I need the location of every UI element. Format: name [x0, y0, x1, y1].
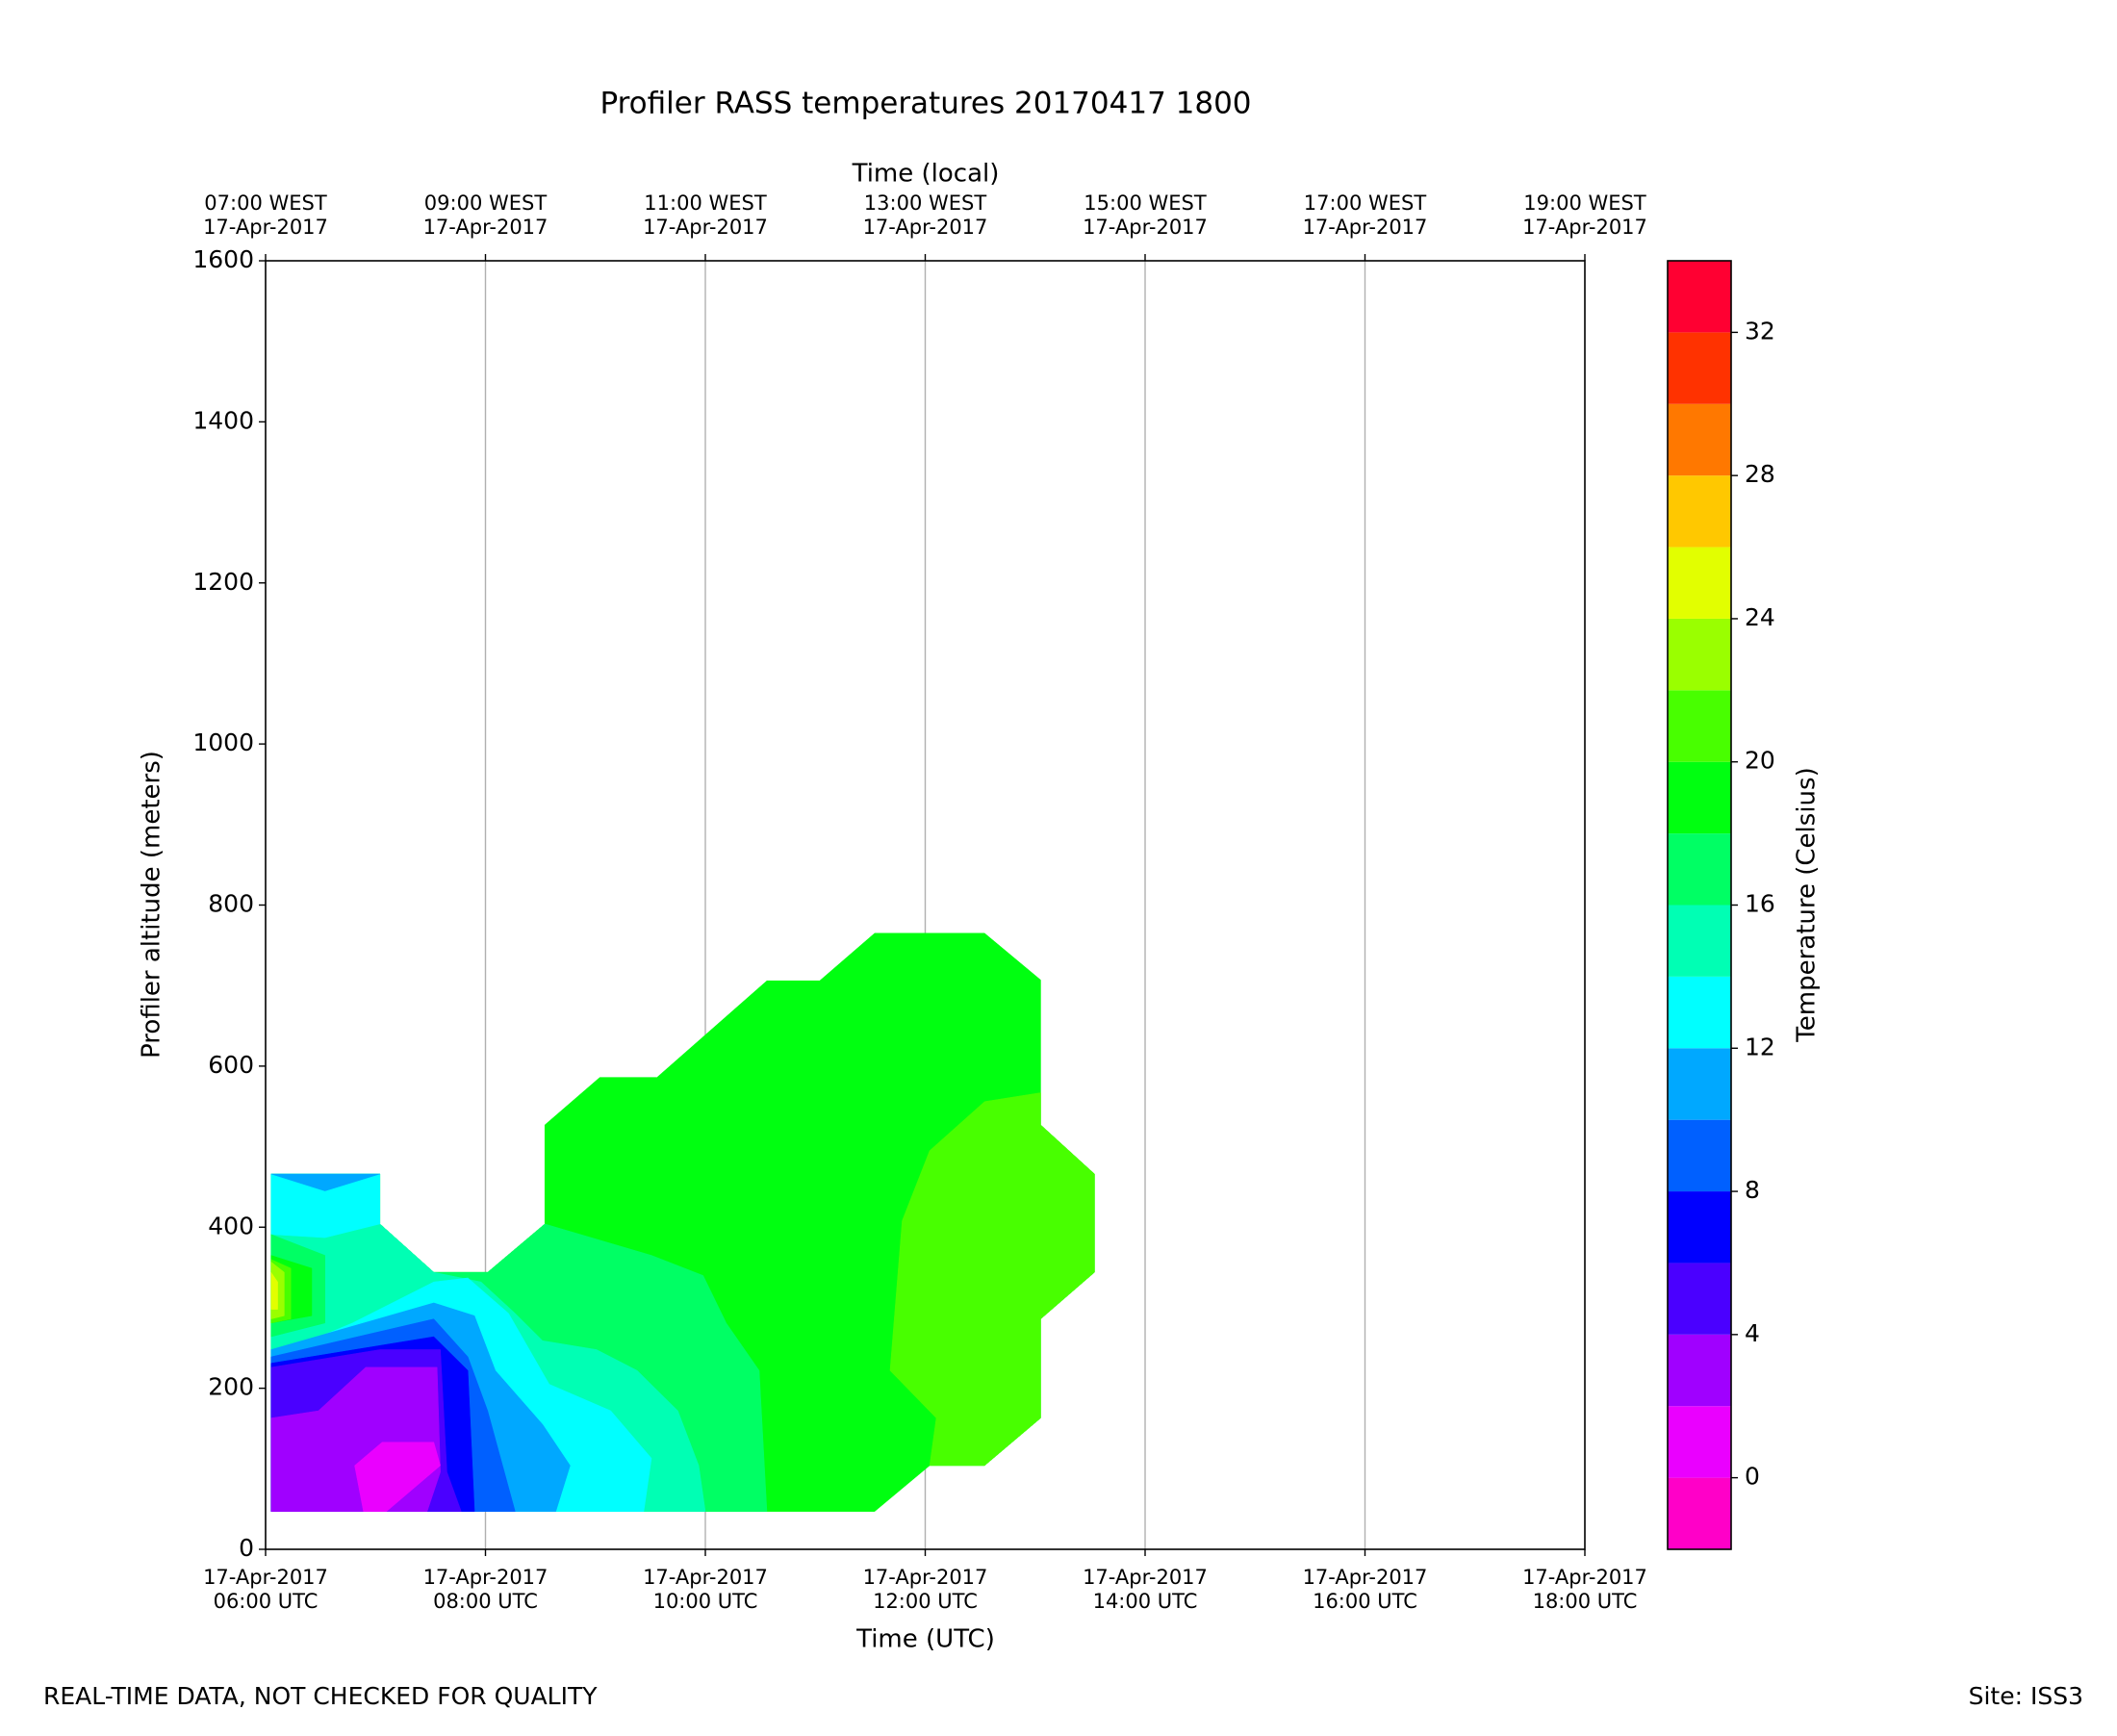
chart-title: Profiler RASS temperatures 20170417 1800 — [599, 87, 1251, 121]
x-tick-label: 17-Apr-2017 12:00 UTC — [863, 1566, 988, 1613]
colorbar-tick-label: 8 — [1745, 1176, 1760, 1204]
colorbar-band — [1668, 1119, 1731, 1192]
x-tick-label: 17-Apr-2017 16:00 UTC — [1303, 1566, 1428, 1613]
y-tick-label: 1000 — [192, 728, 254, 756]
x2-axis-label: Time (local) — [852, 160, 1000, 189]
colorbar-band — [1668, 761, 1731, 834]
colorbar-tick-label: 12 — [1745, 1033, 1775, 1060]
colorbar-band — [1668, 690, 1731, 762]
footer-note: REAL-TIME DATA, NOT CHECKED FOR QUALITY — [43, 1682, 598, 1710]
colorbar-band — [1668, 1477, 1731, 1549]
y-tick-label: 0 — [239, 1534, 254, 1562]
colorbar-tick-label: 20 — [1745, 747, 1775, 775]
x2-tick-label: 19:00 WEST 17-Apr-2017 — [1522, 191, 1647, 239]
x2-tick-label: 07:00 WEST 17-Apr-2017 — [203, 191, 328, 239]
colorbar-band — [1668, 332, 1731, 404]
colorbar-band — [1668, 475, 1731, 548]
colorbar-band — [1668, 1048, 1731, 1120]
colorbar-tick-label: 24 — [1745, 603, 1775, 631]
colorbar-band — [1668, 1334, 1731, 1407]
colorbar-tick-label: 0 — [1745, 1463, 1760, 1491]
x-tick-label: 17-Apr-2017 14:00 UTC — [1083, 1566, 1208, 1613]
x2-tick-label: 13:00 WEST 17-Apr-2017 — [863, 191, 988, 239]
colorbar-band — [1668, 976, 1731, 1049]
colorbar-band — [1668, 618, 1731, 691]
colorbar-tick-label: 4 — [1745, 1319, 1760, 1347]
y-tick-label: 1200 — [192, 568, 254, 596]
x-tick-label: 17-Apr-2017 06:00 UTC — [203, 1566, 328, 1613]
y-tick-label: 200 — [208, 1373, 254, 1401]
colorbar-tick-label: 28 — [1745, 460, 1775, 488]
x-tick-label: 17-Apr-2017 08:00 UTC — [423, 1566, 548, 1613]
contour-region — [354, 1442, 441, 1512]
x2-tick-label: 17:00 WEST 17-Apr-2017 — [1303, 191, 1428, 239]
colorbar-band — [1668, 1191, 1731, 1264]
y-tick-label: 600 — [208, 1051, 254, 1079]
colorbar-band — [1668, 1263, 1731, 1335]
x2-tick-label: 11:00 WEST 17-Apr-2017 — [643, 191, 768, 239]
colorbar-band — [1668, 905, 1731, 977]
colorbar-tick-label: 16 — [1745, 890, 1775, 918]
x-tick-label: 17-Apr-2017 10:00 UTC — [643, 1566, 768, 1613]
colorbar-band — [1668, 1406, 1731, 1478]
contour-region — [270, 1271, 278, 1310]
contour-region — [270, 1173, 380, 1191]
y-tick-label: 1400 — [192, 406, 254, 434]
colorbar-band — [1668, 547, 1731, 619]
x-axis-label: Time (UTC) — [855, 1625, 995, 1654]
y-tick-label: 800 — [208, 890, 254, 918]
y-tick-label: 1600 — [192, 245, 254, 273]
x2-tick-label: 09:00 WEST 17-Apr-2017 — [423, 191, 548, 239]
x-tick-label: 17-Apr-2017 18:00 UTC — [1522, 1566, 1647, 1613]
contour-region — [889, 1092, 1095, 1467]
colorbar-band — [1668, 261, 1731, 333]
y-tick-label: 400 — [208, 1212, 254, 1239]
colorbar-label: Temperature (Celsius) — [1793, 767, 1822, 1042]
y-axis-label: Profiler altitude (meters) — [138, 751, 166, 1059]
colorbar-band — [1668, 833, 1731, 906]
colorbar-band — [1668, 403, 1731, 476]
site-label: Site: ISS3 — [1969, 1682, 2083, 1710]
x2-tick-label: 15:00 WEST 17-Apr-2017 — [1083, 191, 1208, 239]
colorbar-tick-label: 32 — [1745, 317, 1775, 345]
